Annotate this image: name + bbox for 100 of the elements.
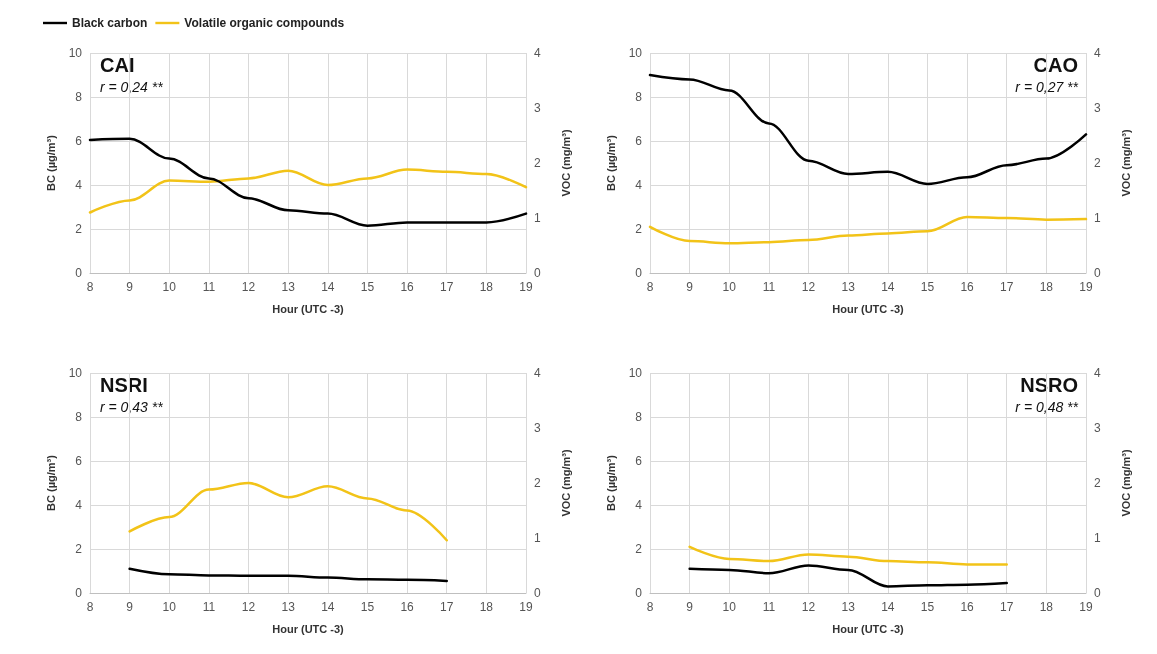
- x-tick-label: 9: [686, 280, 694, 294]
- x-axis-title: Hour (UTC -3): [832, 622, 905, 635]
- x-tick-label: 11: [202, 280, 216, 294]
- x-tick-label: 16: [960, 600, 975, 614]
- y-tick-label: 8: [635, 90, 643, 104]
- y2-tick-label: 0: [1094, 266, 1101, 280]
- y-tick-label: 4: [75, 498, 83, 512]
- y-tick-label: 0: [75, 586, 83, 600]
- x-tick-label: 11: [762, 280, 776, 294]
- y2-tick-label: 2: [1094, 156, 1101, 170]
- x-tick-label: 17: [440, 280, 454, 294]
- annotation: r = 0,24 **: [100, 79, 164, 95]
- annotation: r = 0,27 **: [1015, 79, 1079, 95]
- x-tick-label: 14: [321, 280, 335, 294]
- x-tick-label: 15: [920, 600, 935, 614]
- y2-tick-label: 1: [1094, 531, 1101, 545]
- y2-tick-label: 0: [534, 266, 541, 280]
- annotation: r = 0,43 **: [100, 399, 164, 415]
- y-tick-label: 2: [75, 542, 83, 556]
- line-series: [128, 481, 448, 542]
- x-tick-label: 13: [281, 600, 296, 614]
- x-tick-label: 10: [722, 280, 737, 294]
- x-tick-label: 16: [960, 280, 975, 294]
- x-tick-label: 18: [479, 600, 494, 614]
- y-tick-label: 4: [635, 178, 643, 192]
- y-tick-label: 10: [68, 46, 83, 60]
- line-series: [88, 137, 528, 227]
- x-tick-label: 15: [920, 280, 935, 294]
- annotation: NSRO: [1020, 374, 1079, 396]
- y2-tick-label: 3: [1094, 421, 1101, 435]
- x-tick-label: 8: [646, 280, 654, 294]
- y2-axis-title: VOC (mg/m³): [1119, 449, 1132, 517]
- x-tick-label: 12: [801, 280, 816, 294]
- x-tick-label: 11: [202, 600, 216, 614]
- x-tick-label: 19: [1079, 280, 1093, 294]
- x-tick-label: 10: [722, 600, 737, 614]
- x-tick-label: 9: [126, 280, 134, 294]
- y-tick-label: 8: [635, 410, 643, 424]
- y2-tick-label: 4: [534, 46, 541, 60]
- x-tick-label: 9: [126, 600, 134, 614]
- legend-label: Volatile organic compounds: [184, 16, 345, 30]
- y2-axis-title: VOC (mg/m³): [559, 129, 572, 197]
- x-tick-label: 13: [841, 600, 856, 614]
- y2-tick-label: 2: [534, 156, 541, 170]
- x-tick-label: 8: [86, 280, 94, 294]
- x-axis-title: Hour (UTC -3): [272, 622, 345, 635]
- x-tick-label: 16: [400, 600, 415, 614]
- x-tick-label: 19: [1079, 600, 1093, 614]
- x-axis-title: Hour (UTC -3): [832, 302, 905, 315]
- x-tick-label: 18: [1039, 280, 1054, 294]
- y-axis-title: BC (µg/m³): [604, 454, 617, 511]
- y-tick-label: 4: [635, 498, 643, 512]
- line-series: [648, 73, 1088, 186]
- y2-tick-label: 4: [1094, 46, 1101, 60]
- annotation: NSRI: [100, 374, 148, 396]
- y-axis-title: BC (µg/m³): [44, 454, 57, 511]
- y-tick-label: 8: [75, 90, 83, 104]
- y2-axis-title: VOC (mg/m³): [559, 449, 572, 517]
- legend-label: Black carbon: [72, 16, 148, 30]
- y2-tick-label: 2: [1094, 476, 1101, 490]
- annotation: CAO: [1033, 54, 1079, 76]
- x-tick-label: 12: [241, 600, 256, 614]
- x-tick-label: 12: [241, 280, 256, 294]
- x-tick-label: 13: [281, 280, 296, 294]
- x-tick-label: 8: [86, 600, 94, 614]
- y-axis-title: BC (µg/m³): [604, 134, 617, 191]
- x-tick-label: 10: [162, 280, 177, 294]
- x-tick-label: 16: [400, 280, 415, 294]
- x-tick-label: 8: [646, 600, 654, 614]
- x-tick-label: 18: [1039, 600, 1054, 614]
- y2-tick-label: 0: [1094, 586, 1101, 600]
- y-tick-label: 8: [75, 410, 83, 424]
- y-tick-label: 10: [628, 366, 643, 380]
- x-tick-label: 17: [1000, 280, 1014, 294]
- y2-tick-label: 1: [1094, 211, 1101, 225]
- y-tick-label: 6: [635, 454, 643, 468]
- y-tick-label: 6: [75, 134, 83, 148]
- y2-tick-label: 4: [1094, 366, 1101, 380]
- x-tick-label: 14: [881, 280, 895, 294]
- x-tick-label: 12: [801, 600, 816, 614]
- y-tick-label: 10: [628, 46, 643, 60]
- x-tick-label: 10: [162, 600, 177, 614]
- x-tick-label: 14: [321, 600, 335, 614]
- y-tick-label: 0: [635, 586, 643, 600]
- line-series: [688, 564, 1008, 588]
- x-tick-label: 19: [519, 600, 533, 614]
- line-series: [128, 567, 448, 583]
- y-tick-label: 6: [635, 134, 643, 148]
- x-tick-label: 14: [881, 600, 895, 614]
- x-tick-label: 19: [519, 280, 533, 294]
- y-tick-label: 0: [635, 266, 643, 280]
- y-tick-label: 2: [635, 542, 643, 556]
- x-tick-label: 18: [479, 280, 494, 294]
- y-tick-label: 2: [635, 222, 643, 236]
- y2-tick-label: 1: [534, 211, 541, 225]
- y-tick-label: 0: [75, 266, 83, 280]
- line-series: [688, 545, 1008, 566]
- y2-tick-label: 3: [534, 101, 541, 115]
- x-tick-label: 17: [440, 600, 454, 614]
- x-tick-label: 13: [841, 280, 856, 294]
